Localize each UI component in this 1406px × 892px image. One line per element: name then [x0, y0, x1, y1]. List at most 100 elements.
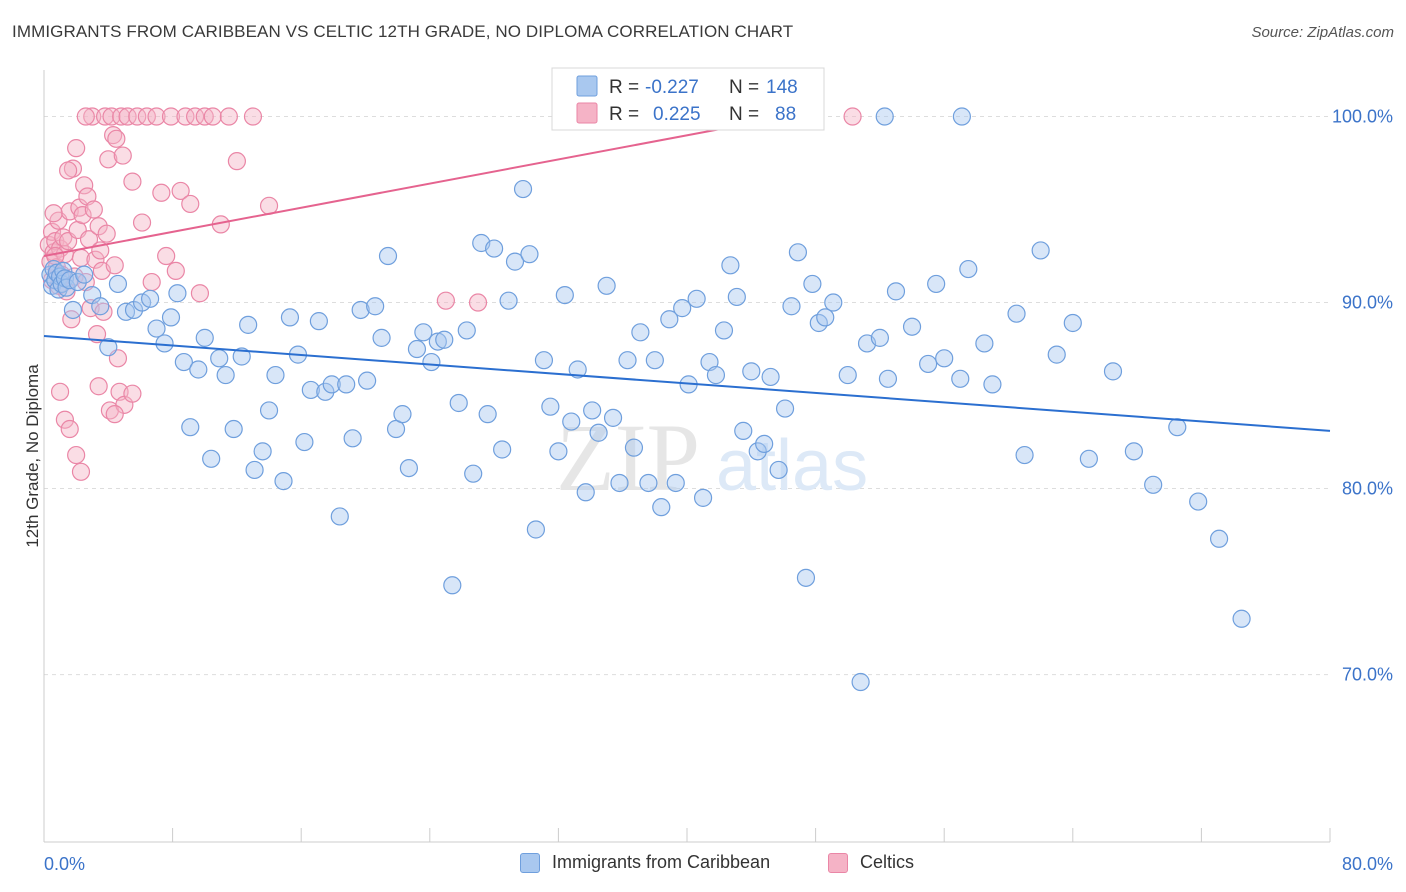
caribbean-point-89: [610, 473, 629, 493]
caribbean-point-82: [562, 412, 581, 431]
caribbean-point-129: [927, 274, 946, 294]
caribbean-point-130: [935, 349, 954, 368]
legend-box: R = -0.227 N = 148 R = 0.225 N = 88: [551, 67, 825, 131]
caribbean-point-128: [919, 354, 938, 374]
caribbean-point-86: [589, 423, 608, 442]
caribbean-point-145: [1189, 492, 1208, 511]
caribbean-point-135: [1007, 304, 1026, 323]
caribbean-point-53: [358, 371, 377, 390]
chart-title: IMMIGRANTS FROM CARIBBEAN VS CELTIC 12TH…: [12, 22, 794, 41]
caribbean-point-122: [851, 672, 870, 692]
legend-swatch-celtics-bottom: [828, 852, 848, 873]
legend-r-value-2: 0.225: [653, 104, 701, 125]
celtics-point-49: [118, 107, 137, 126]
caribbean-point-138: [1047, 345, 1066, 364]
caribbean-point-63: [428, 332, 447, 351]
caribbean-point-110: [755, 434, 774, 454]
celtics-point-23: [75, 176, 94, 195]
caribbean-point-142: [1124, 442, 1143, 461]
celtics-point-81: [59, 161, 78, 180]
caribbean-point-40: [266, 365, 285, 385]
legend-r-value-1: -0.227: [645, 77, 699, 98]
caribbean-point-52: [351, 300, 370, 320]
caribbean-point-101: [693, 488, 713, 507]
celtics-point-58: [161, 107, 181, 126]
caribbean-point-95: [652, 498, 671, 517]
caribbean-point-137: [1031, 241, 1050, 260]
celtics-point-42: [105, 256, 124, 275]
celtics-point-74: [50, 382, 70, 401]
caribbean-point-60: [407, 339, 427, 359]
caribbean-point-76: [520, 245, 539, 264]
legend-n-value-1: 148: [766, 77, 798, 98]
celtics-point-85: [123, 384, 142, 403]
y-tick-labels: 70.0% 80.0% 90.0% 100.0%: [1332, 107, 1393, 685]
celtics-point-37: [97, 224, 116, 243]
caribbean-point-70: [478, 405, 497, 424]
celtics-point-29: [84, 200, 103, 219]
caribbean-point-96: [660, 310, 679, 329]
legend-n-label-1: N =: [729, 77, 759, 98]
celtics-point-47: [113, 146, 132, 165]
caribbean-point-103: [706, 365, 726, 385]
caribbean-point-141: [1103, 362, 1123, 381]
caribbean-point-33: [216, 365, 235, 385]
celtics-point-75: [55, 410, 74, 429]
caribbean-point-140: [1079, 449, 1098, 468]
legend-r-label-1: R =: [609, 77, 639, 98]
caribbean-point-84: [576, 483, 595, 502]
caribbean-point-24: [155, 334, 174, 353]
celtics-point-18: [67, 139, 86, 158]
y-tick-label-1: 80.0%: [1342, 479, 1393, 499]
caribbean-point-112: [769, 460, 788, 480]
legend-label-caribbean: Immigrants from Caribbean: [552, 852, 771, 872]
legend-item-caribbean[interactable]: Immigrants from Caribbean: [520, 852, 770, 873]
caribbean-point-48: [322, 375, 341, 394]
gridlines: [44, 116, 1330, 676]
caribbean-point-91: [624, 438, 644, 457]
caribbean-point-77: [526, 520, 545, 539]
celtics-point-46: [112, 107, 131, 126]
celtics-point-28: [83, 107, 102, 126]
caribbean-point-38: [253, 442, 272, 461]
legend-item-celtics[interactable]: Celtics: [828, 852, 914, 873]
celtics-point-52: [132, 213, 152, 232]
caribbean-point-56: [378, 246, 398, 266]
celtics-point-64: [190, 284, 210, 303]
caribbean-point-119: [816, 308, 835, 327]
caribbean-point-22: [140, 289, 160, 308]
caribbean-point-34: [224, 419, 243, 439]
caribbean-point-31: [202, 449, 221, 468]
caribbean-point-131: [951, 369, 970, 388]
legend-swatch-celtics: [576, 102, 598, 124]
celtics-point-72: [436, 291, 455, 310]
celtics-point-56: [152, 183, 171, 202]
celtics-point-77: [67, 445, 86, 465]
caribbean-point-109: [748, 442, 767, 461]
celtics-point-53: [137, 107, 156, 126]
caribbean-point-139: [1063, 313, 1082, 333]
caribbean-point-36: [239, 315, 258, 334]
caribbean-point-85: [583, 401, 602, 420]
celtics-point-36: [95, 107, 115, 126]
caribbean-point-16: [91, 297, 110, 316]
celtics-point-31: [87, 325, 107, 344]
caribbean-point-32: [210, 349, 229, 368]
caribbean-point-106: [727, 287, 746, 307]
caribbean-point-108: [742, 362, 761, 381]
caribbean-point-134: [983, 375, 1002, 394]
caribbean-point-132: [959, 259, 978, 279]
caribbean-point-64: [435, 330, 454, 349]
caribbean-point-117: [803, 274, 822, 294]
celtics-point-54: [142, 272, 161, 292]
caribbean-point-41: [274, 472, 293, 491]
caribbean-point-75: [513, 179, 533, 199]
caribbean-point-13: [68, 272, 87, 292]
caribbean-point-62: [422, 352, 441, 372]
caribbean-point-78: [534, 351, 554, 370]
caribbean-point-114: [782, 297, 801, 316]
caribbean-point-44: [295, 432, 314, 452]
caribbean-point-87: [597, 276, 616, 295]
caribbean-point-94: [645, 351, 664, 370]
